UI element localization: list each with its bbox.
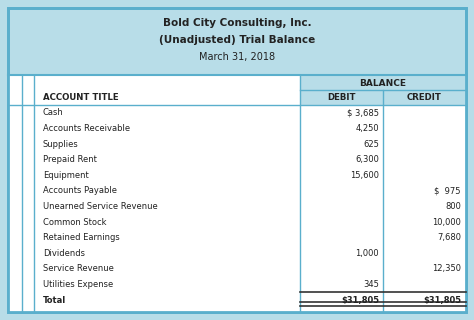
Text: Utilities Expense: Utilities Expense	[43, 280, 113, 289]
Text: Common Stock: Common Stock	[43, 218, 107, 227]
Text: March 31, 2018: March 31, 2018	[199, 52, 275, 62]
Text: 1,000: 1,000	[356, 249, 379, 258]
Text: 625: 625	[363, 140, 379, 148]
FancyBboxPatch shape	[8, 8, 466, 312]
Text: $  975: $ 975	[435, 186, 461, 196]
Text: $ 3,685: $ 3,685	[347, 108, 379, 117]
Text: Accounts Payable: Accounts Payable	[43, 186, 117, 196]
Text: 800: 800	[445, 202, 461, 211]
Text: Bold City Consulting, Inc.: Bold City Consulting, Inc.	[163, 18, 311, 28]
Text: 12,350: 12,350	[432, 264, 461, 274]
Text: 15,600: 15,600	[350, 171, 379, 180]
Text: 6,300: 6,300	[355, 155, 379, 164]
Text: $31,805: $31,805	[341, 296, 379, 305]
Text: Prepaid Rent: Prepaid Rent	[43, 155, 97, 164]
Text: 10,000: 10,000	[432, 218, 461, 227]
Text: CREDIT: CREDIT	[407, 93, 442, 102]
Text: Service Revenue: Service Revenue	[43, 264, 114, 274]
Text: Equipment: Equipment	[43, 171, 89, 180]
Text: Dividends: Dividends	[43, 249, 85, 258]
Text: Retained Earnings: Retained Earnings	[43, 233, 120, 242]
Text: $31,805: $31,805	[423, 296, 461, 305]
Text: ACCOUNT TITLE: ACCOUNT TITLE	[43, 93, 118, 102]
Text: 7,680: 7,680	[437, 233, 461, 242]
Text: 345: 345	[363, 280, 379, 289]
Text: BALANCE: BALANCE	[359, 78, 407, 87]
Text: DEBIT: DEBIT	[327, 93, 356, 102]
Text: Accounts Receivable: Accounts Receivable	[43, 124, 130, 133]
Text: Cash: Cash	[43, 108, 64, 117]
Text: Supplies: Supplies	[43, 140, 79, 148]
FancyBboxPatch shape	[8, 75, 466, 312]
Text: Unearned Service Revenue: Unearned Service Revenue	[43, 202, 158, 211]
Text: (Unadjusted) Trial Balance: (Unadjusted) Trial Balance	[159, 35, 315, 45]
Text: 4,250: 4,250	[356, 124, 379, 133]
Text: Total: Total	[43, 296, 66, 305]
FancyBboxPatch shape	[300, 75, 466, 105]
